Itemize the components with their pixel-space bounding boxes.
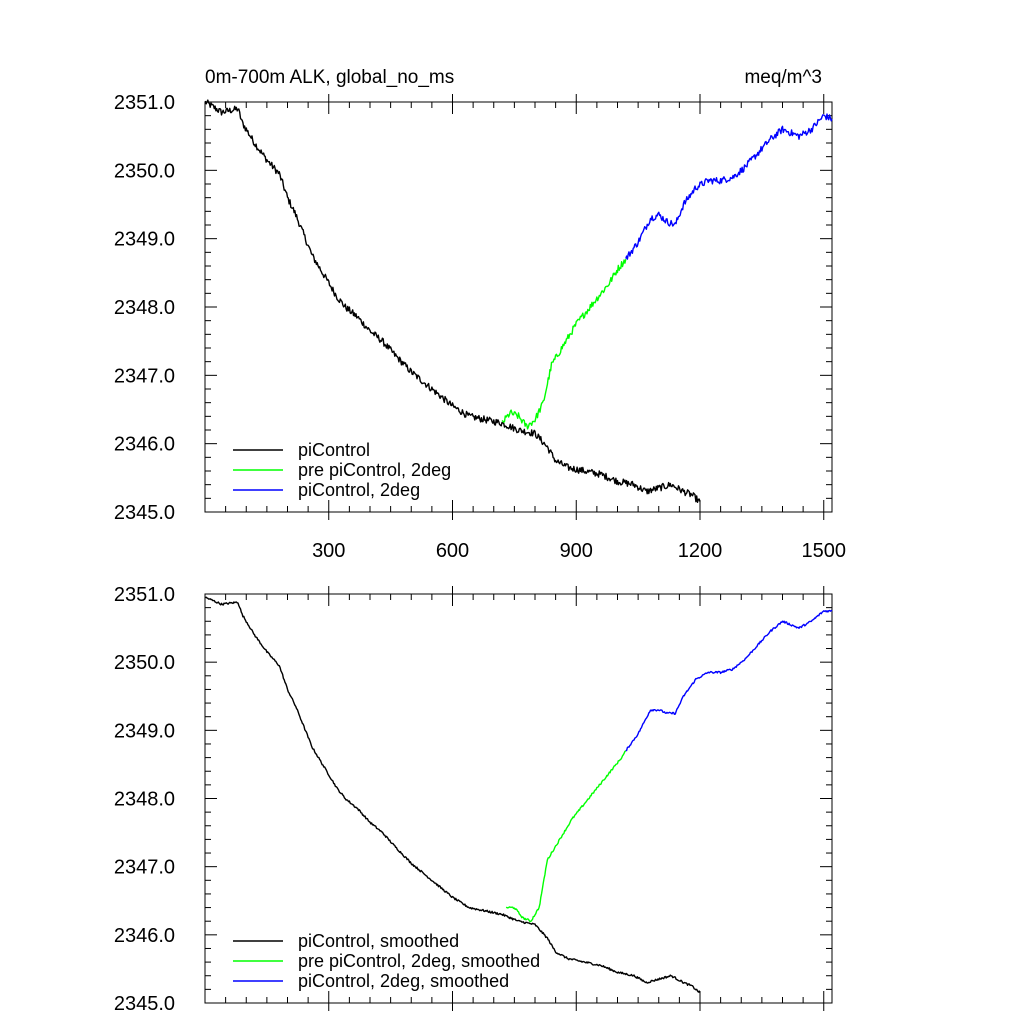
y-tick-label: 2345.0 [114, 993, 175, 1015]
x-tick-label: 1200 [678, 540, 723, 562]
tick-marks [205, 586, 832, 1011]
x-tick-label: 300 [312, 540, 345, 562]
series-line-1 [204, 99, 701, 503]
series-line-2 [501, 259, 627, 430]
y-tick-label: 2351.0 [114, 92, 175, 114]
x-tick-label: 900 [560, 540, 593, 562]
series-line-2 [505, 750, 627, 923]
y-tick-label: 2350.0 [114, 160, 175, 182]
legend-label: pre piControl, 2deg [298, 460, 451, 480]
y-tick-label: 2348.0 [114, 297, 175, 319]
legend-label: piControl, smoothed [298, 931, 459, 951]
y-tick-label: 2348.0 [114, 789, 175, 811]
legend-label: pre piControl, 2deg, smoothed [298, 951, 540, 971]
y-tick-label: 2349.0 [114, 229, 175, 251]
series-line-3 [625, 609, 833, 752]
legend-label: piControl, 2deg [298, 480, 420, 500]
series-line-3 [625, 113, 833, 260]
y-tick-label: 2347.0 [114, 857, 175, 879]
chart-panel-2: 2345.0 2346.0 2347.0 2348.0 2349.0 2350.0 2351… [114, 584, 833, 1015]
legend-label: piControl [298, 440, 370, 460]
legend-label: piControl, 2deg, smoothed [298, 971, 509, 991]
y-tick-label: 2345.0 [114, 502, 175, 524]
y-tick-label: 2350.0 [114, 652, 175, 674]
y-tick-label: 2346.0 [114, 434, 175, 456]
chart-units: meq/m^3 [744, 67, 822, 88]
y-tick-label: 2346.0 [114, 925, 175, 947]
chart-title: 0m-700m ALK, global_no_ms [205, 67, 454, 88]
y-tick-label: 2351.0 [114, 584, 175, 606]
tick-marks [205, 94, 832, 520]
x-tick-label: 600 [436, 540, 469, 562]
series-line-1 [205, 596, 701, 994]
x-tick-label: 1500 [802, 540, 847, 562]
chart-panel-1: 2345.0 2346.0 2347.0 2348.0 2349.0 2350.0 2351… [114, 67, 846, 562]
y-tick-label: 2347.0 [114, 365, 175, 387]
y-tick-label: 2349.0 [114, 720, 175, 742]
